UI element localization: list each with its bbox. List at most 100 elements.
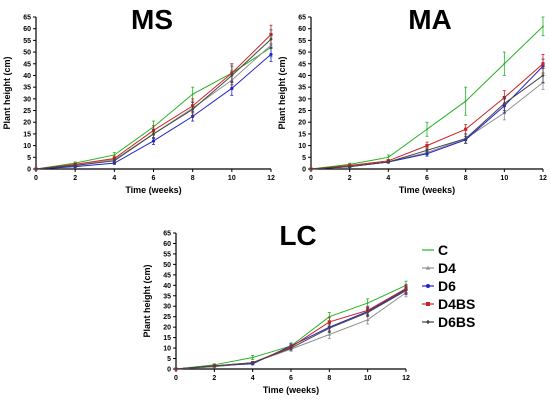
x-tick-label: 0 bbox=[174, 375, 178, 382]
data-point bbox=[151, 132, 156, 136]
y-tick-label: 30 bbox=[23, 96, 31, 103]
y-tick-label: 5 bbox=[167, 356, 171, 363]
x-axis-label: Time (weeks) bbox=[263, 385, 319, 395]
x-tick-label: 12 bbox=[402, 375, 410, 382]
series-line-c bbox=[175, 284, 407, 370]
y-tick-label: 55 bbox=[298, 38, 306, 45]
panel-title: MS bbox=[131, 4, 173, 35]
y-tick-label: 40 bbox=[298, 73, 306, 80]
data-point bbox=[327, 332, 332, 336]
y-tick-label: 60 bbox=[298, 26, 306, 33]
data-point bbox=[541, 62, 545, 66]
series-d6 bbox=[309, 58, 545, 171]
y-tick-label: 35 bbox=[23, 85, 31, 92]
chart-panel-ma: MA 0 5 10 15 20 25 30 35 40 45 50 55 60 65 0 2 4 6 8 10 12 Tim… bbox=[277, 4, 547, 195]
data-point bbox=[366, 302, 369, 304]
x-tick-label: 8 bbox=[191, 175, 195, 182]
series-line-d4bs bbox=[175, 288, 407, 370]
data-point bbox=[542, 25, 544, 28]
y-tick-label: 45 bbox=[23, 61, 31, 68]
legend: C D4 D6 D4BS D6BS bbox=[422, 242, 475, 330]
y-tick-label: 35 bbox=[298, 85, 306, 92]
y-tick-label: 25 bbox=[163, 314, 171, 321]
x-tick-label: 2 bbox=[73, 175, 77, 182]
y-tick-label: 15 bbox=[23, 131, 31, 138]
y-axis-label: Plant height (cm) bbox=[277, 56, 287, 129]
x-tick-label: 4 bbox=[386, 175, 390, 182]
data-point bbox=[541, 73, 545, 78]
data-point bbox=[366, 310, 370, 315]
data-point bbox=[251, 360, 255, 365]
data-point bbox=[425, 144, 429, 148]
data-point bbox=[327, 320, 331, 324]
series-line-d4 bbox=[175, 292, 407, 370]
data-point bbox=[113, 154, 116, 156]
series-d6bs bbox=[174, 285, 408, 371]
x-tick-label: 2 bbox=[212, 375, 216, 382]
legend-item-c: C bbox=[422, 242, 448, 258]
data-point bbox=[328, 315, 331, 318]
x-tick-label: 0 bbox=[34, 175, 38, 182]
data-point bbox=[327, 326, 331, 330]
x-axis-label: Time (weeks) bbox=[125, 185, 181, 195]
x-tick-label: 10 bbox=[228, 175, 236, 182]
data-point bbox=[425, 148, 429, 153]
y-tick-label: 20 bbox=[298, 120, 306, 127]
x-tick-label: 8 bbox=[464, 175, 468, 182]
series-d6bs bbox=[309, 68, 545, 171]
y-tick-label: 50 bbox=[23, 50, 31, 57]
data-point bbox=[365, 318, 370, 322]
x-tick-label: 8 bbox=[327, 375, 331, 382]
series-line-c bbox=[35, 46, 272, 170]
y-axis-label: Plant height (cm) bbox=[142, 264, 152, 337]
y-tick-label: 0 bbox=[302, 167, 306, 174]
y-tick-label: 60 bbox=[23, 26, 31, 33]
legend-item-d6: D6 bbox=[422, 278, 456, 294]
y-tick-label: 5 bbox=[302, 155, 306, 162]
y-tick-label: 40 bbox=[163, 283, 171, 290]
panel-title: LC bbox=[279, 220, 316, 251]
x-tick-label: 6 bbox=[289, 375, 293, 382]
x-tick-label: 12 bbox=[539, 175, 547, 182]
y-tick-label: 10 bbox=[163, 346, 171, 353]
panel-title: MA bbox=[408, 4, 452, 35]
x-tick-label: 6 bbox=[425, 175, 429, 182]
legend-item-d4: D4 bbox=[422, 260, 456, 276]
legend-marker bbox=[426, 284, 430, 288]
y-tick-label: 65 bbox=[298, 15, 306, 22]
data-point bbox=[151, 139, 156, 143]
data-point bbox=[112, 159, 116, 163]
y-tick-label: 0 bbox=[27, 167, 31, 174]
y-tick-label: 55 bbox=[163, 251, 171, 258]
chart-panel-ms: MS 0 5 10 15 20 25 30 35 40 45 50 55 60 65 0 2 4 6 8 10 12 Tim… bbox=[2, 4, 275, 195]
series-d4 bbox=[34, 35, 273, 171]
y-tick-label: 30 bbox=[298, 96, 306, 103]
legend-marker bbox=[426, 319, 430, 325]
series-d6 bbox=[34, 47, 273, 171]
series-d4bs bbox=[34, 24, 273, 171]
x-tick-label: 4 bbox=[251, 375, 255, 382]
y-tick-label: 10 bbox=[23, 143, 31, 150]
legend-marker bbox=[426, 265, 430, 270]
legend-marker bbox=[426, 302, 430, 306]
y-tick-label: 60 bbox=[163, 241, 171, 248]
x-tick-label: 6 bbox=[152, 175, 156, 182]
data-point bbox=[212, 364, 216, 368]
data-point bbox=[464, 127, 468, 131]
data-point bbox=[309, 167, 313, 171]
y-tick-label: 15 bbox=[298, 131, 306, 138]
legend-label: D4 bbox=[438, 260, 456, 276]
data-point bbox=[503, 62, 506, 65]
legend-label: D6BS bbox=[438, 314, 475, 330]
data-point bbox=[251, 356, 254, 359]
data-point bbox=[464, 100, 467, 103]
x-tick-label: 12 bbox=[267, 175, 275, 182]
y-tick-label: 35 bbox=[163, 293, 171, 300]
chart-panel-lc: LC 0 5 10 15 20 25 30 35 40 45 50 55 60 65 0 2 4 6 8 10 12 Tim… bbox=[142, 220, 410, 395]
y-tick-label: 25 bbox=[298, 108, 306, 115]
legend-label: D6 bbox=[438, 278, 456, 294]
y-tick-label: 0 bbox=[167, 367, 171, 374]
series-line-d4bs bbox=[35, 34, 272, 170]
data-point bbox=[348, 164, 352, 169]
